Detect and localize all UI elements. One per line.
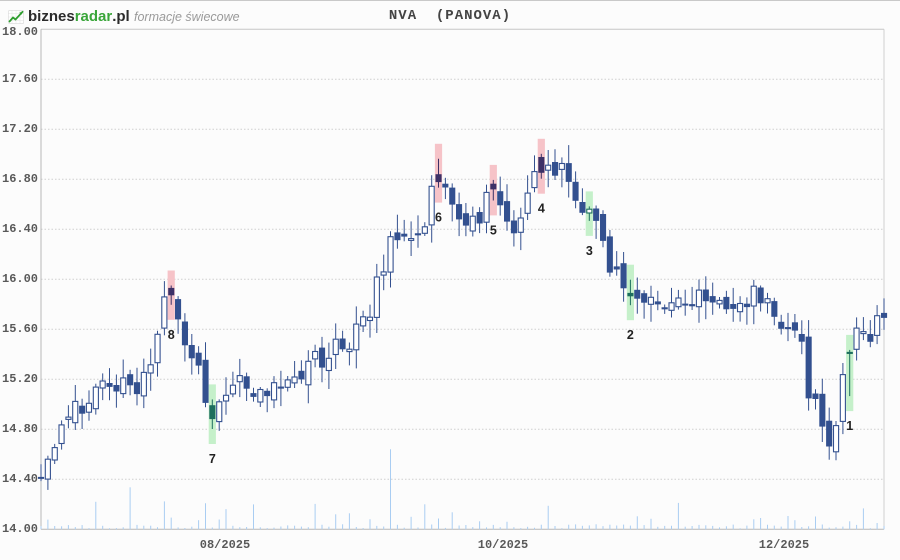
svg-text:8: 8: [168, 328, 175, 342]
svg-text:1: 1: [846, 419, 853, 433]
svg-text:6: 6: [435, 211, 442, 225]
svg-text:2: 2: [627, 328, 634, 342]
svg-text:4: 4: [538, 202, 545, 216]
svg-text:5: 5: [490, 224, 497, 238]
svg-text:3: 3: [586, 244, 593, 258]
svg-text:7: 7: [209, 452, 216, 466]
